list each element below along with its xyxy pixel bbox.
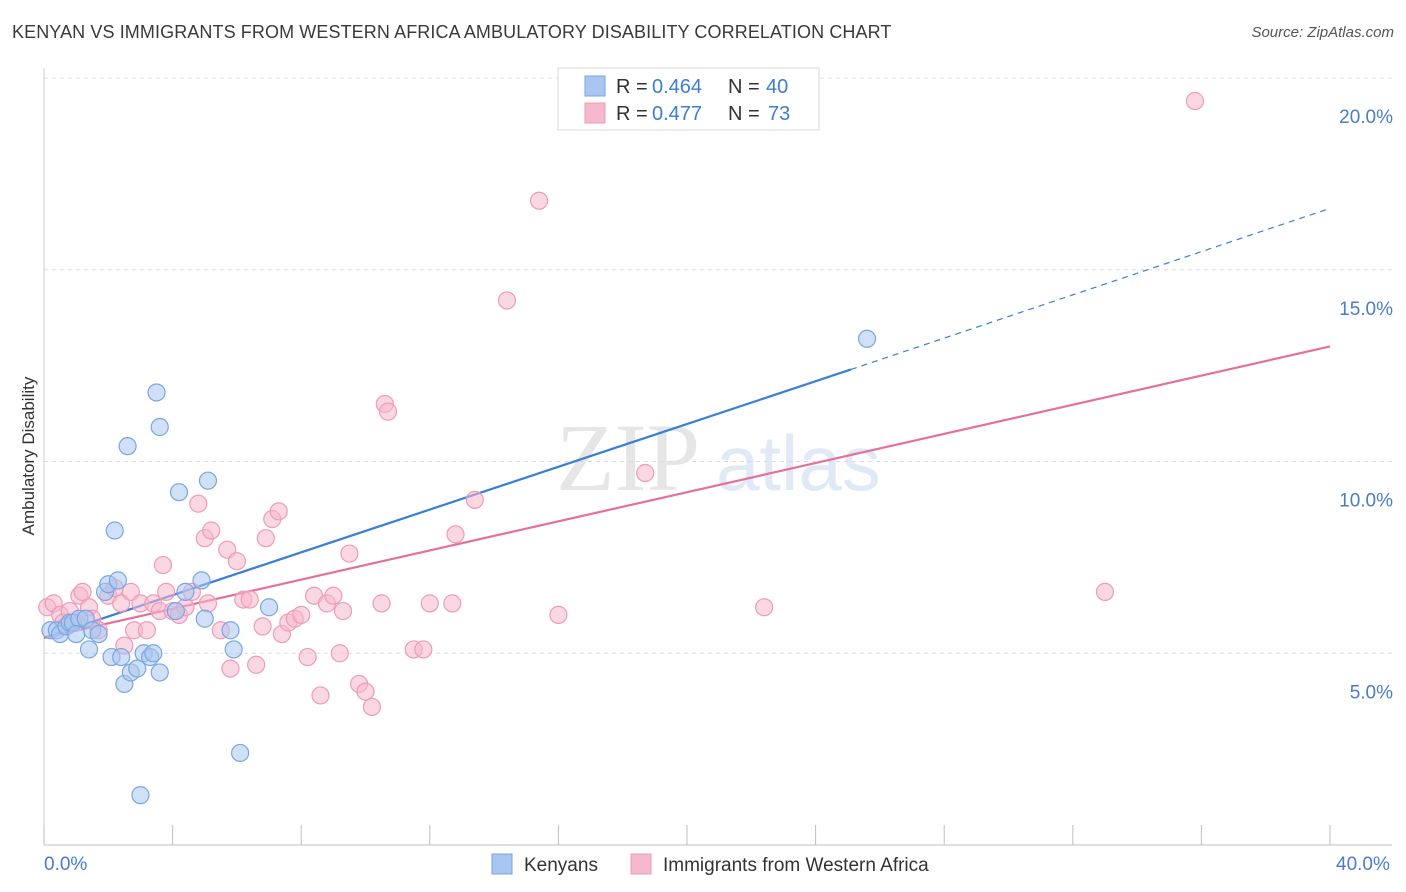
stats-r-value-kenyans: 0.464 — [652, 76, 702, 98]
stats-r-label-immigrants: R = — [616, 103, 648, 125]
point-kenyans — [67, 624, 86, 644]
point-immigrants — [137, 621, 156, 640]
series-legend: Kenyans Immigrants from Western Africa — [491, 853, 929, 876]
point-immigrants — [153, 555, 173, 575]
stats-n-value-immigrants: 73 — [768, 103, 790, 125]
point-immigrants — [256, 529, 275, 548]
point-kenyans — [128, 659, 147, 678]
point-kenyans — [131, 786, 150, 805]
point-immigrants — [73, 582, 92, 601]
point-kenyans — [259, 598, 279, 617]
chart-title: KENYAN VS IMMIGRANTS FROM WESTERN AFRICA… — [12, 22, 892, 42]
legend-label-immigrants: Immigrants from Western Africa — [663, 855, 929, 876]
stats-n-value-kenyans: 40 — [766, 76, 788, 98]
point-immigrants — [1185, 91, 1205, 111]
point-kenyans — [147, 383, 166, 402]
point-immigrants — [202, 521, 221, 540]
trend-lines — [43, 207, 1331, 639]
point-immigrants — [247, 655, 266, 674]
point-kenyans — [79, 640, 99, 659]
point-immigrants — [333, 601, 353, 621]
point-immigrants — [378, 402, 398, 421]
point-kenyans — [176, 582, 195, 601]
point-immigrants — [497, 291, 517, 310]
point-immigrants — [356, 682, 375, 701]
point-immigrants — [324, 586, 343, 605]
axes — [43, 68, 1392, 846]
x-tick-label-max: 40.0% — [1336, 854, 1390, 875]
point-immigrants — [755, 598, 774, 617]
series-kenyans-points — [41, 329, 877, 805]
point-kenyans — [231, 743, 250, 763]
point-kenyans — [224, 640, 243, 659]
y-tick-label: 15.0% — [1339, 299, 1393, 320]
point-immigrants — [198, 594, 218, 613]
x-tick-labels: 0.0% 40.0% — [44, 854, 1390, 875]
point-kenyans — [192, 571, 211, 590]
point-kenyans — [857, 329, 877, 348]
y-axis-label: Ambulatory Disability — [19, 376, 38, 535]
gridlines — [44, 77, 1392, 654]
point-immigrants — [227, 552, 246, 571]
y-tick-label: 10.0% — [1339, 491, 1393, 512]
point-immigrants — [549, 605, 568, 625]
point-immigrants — [465, 490, 484, 509]
point-immigrants — [157, 582, 176, 601]
point-immigrants — [269, 502, 288, 521]
stats-swatch-kenyans — [584, 75, 606, 97]
point-immigrants — [414, 640, 433, 659]
point-kenyans — [221, 621, 240, 640]
point-kenyans — [198, 471, 218, 490]
stats-legend: R = 0.464 N = 40 R = 0.477 N = 73 — [557, 67, 820, 131]
watermark: ZIP atlas — [556, 404, 881, 511]
point-kenyans — [166, 601, 185, 621]
point-kenyans — [169, 483, 189, 502]
trend-line-immigrants — [43, 345, 1331, 639]
point-immigrants — [446, 525, 465, 544]
point-immigrants — [420, 594, 439, 613]
point-immigrants — [340, 544, 359, 563]
point-immigrants — [221, 659, 240, 678]
point-immigrants — [330, 644, 349, 663]
point-immigrants — [1095, 582, 1115, 601]
y-tick-label: 20.0% — [1339, 107, 1393, 128]
point-kenyans — [112, 647, 131, 667]
legend-label-kenyans: Kenyans — [524, 855, 598, 876]
point-immigrants — [292, 605, 311, 625]
source-credit: Source: ZipAtlas.com — [1251, 24, 1394, 41]
trend-line-kenyans-extension — [850, 207, 1331, 371]
point-immigrants — [240, 590, 259, 609]
point-kenyans — [105, 521, 124, 540]
stats-r-label-kenyans: R = — [616, 76, 648, 98]
point-immigrants — [311, 686, 330, 705]
stats-swatch-immigrants — [584, 102, 606, 124]
y-tick-labels: 5.0% 10.0% 15.0% 20.0% — [1339, 107, 1393, 703]
point-immigrants — [530, 191, 549, 210]
watermark-atlas: atlas — [716, 419, 881, 507]
stats-r-value-immigrants: 0.477 — [652, 103, 702, 125]
point-immigrants — [298, 647, 317, 667]
point-kenyans — [144, 644, 163, 663]
point-immigrants — [443, 594, 462, 613]
point-kenyans — [89, 624, 108, 644]
legend-swatch-immigrants — [630, 853, 652, 875]
watermark-zip: ZIP — [556, 404, 700, 511]
point-kenyans — [118, 437, 137, 456]
point-immigrants — [253, 617, 272, 636]
point-immigrants — [189, 494, 208, 513]
y-tick-label: 5.0% — [1350, 682, 1393, 703]
point-kenyans — [150, 417, 169, 437]
point-kenyans — [150, 663, 169, 682]
stats-n-label-immigrants: N = — [728, 103, 760, 125]
point-immigrants — [636, 463, 655, 483]
x-tick-label-min: 0.0% — [44, 854, 87, 875]
legend-swatch-kenyans — [491, 853, 513, 875]
point-immigrants — [362, 697, 382, 717]
point-immigrants — [372, 594, 391, 613]
point-kenyans — [108, 571, 128, 590]
stats-n-label-kenyans: N = — [728, 76, 760, 98]
point-kenyans — [195, 609, 214, 628]
